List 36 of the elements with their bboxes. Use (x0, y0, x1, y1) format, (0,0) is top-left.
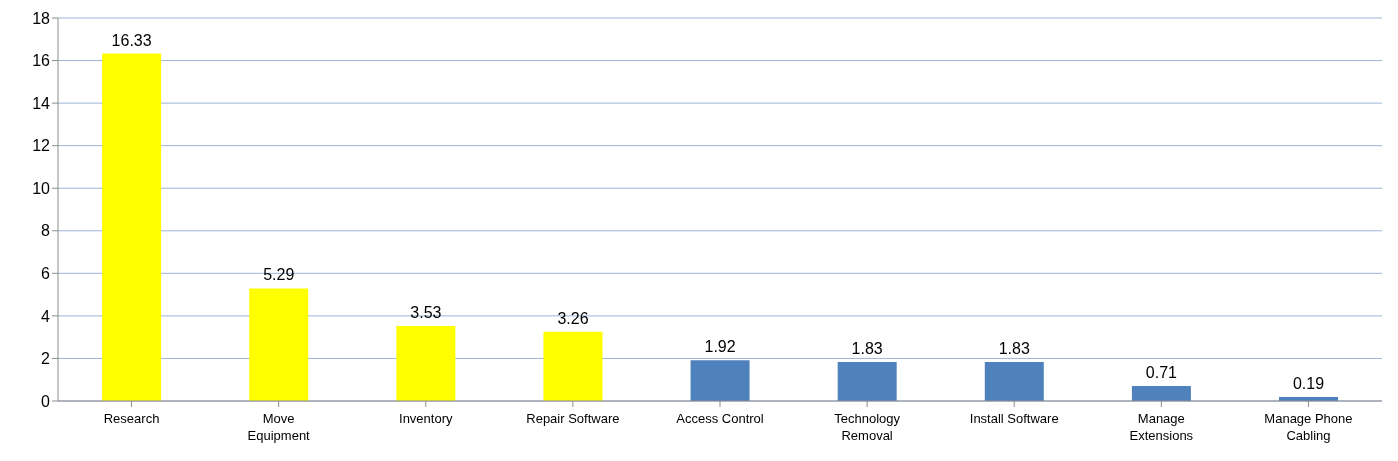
data-label: 1.92 (704, 338, 736, 356)
y-tick-label: 16 (32, 52, 51, 70)
y-tick-label: 14 (32, 94, 51, 112)
x-tick-label: Manage Phone Cabling (1264, 411, 1353, 443)
bar (249, 288, 309, 401)
data-label: 16.33 (111, 31, 152, 49)
bar (1131, 385, 1191, 401)
data-label: 0.19 (1292, 374, 1325, 392)
x-tick-label: Install Software (969, 411, 1059, 426)
y-tick-label: 4 (41, 307, 51, 325)
y-tick-label: 6 (41, 265, 51, 283)
data-label: 3.26 (557, 309, 589, 327)
x-tick-label: Research (103, 411, 160, 426)
y-tick-label: 18 (32, 9, 51, 27)
y-tick-label: 12 (32, 137, 51, 155)
bar (984, 362, 1044, 401)
x-tick-label: Repair Software (526, 411, 620, 426)
bar (396, 325, 456, 401)
data-label: 1.83 (851, 340, 883, 358)
bar (543, 331, 603, 401)
x-tick-label: Access Control (676, 411, 764, 426)
x-tick-label: Inventory (399, 411, 454, 426)
data-label: 3.53 (410, 303, 442, 321)
y-tick-label: 2 (41, 350, 51, 368)
y-tick-label: 10 (32, 179, 51, 197)
data-label: 1.83 (998, 340, 1030, 358)
bar (837, 362, 897, 401)
data-label: 0.71 (1145, 363, 1178, 381)
bar (102, 53, 162, 401)
x-tick-label: Move Equipment (247, 411, 311, 443)
x-tick-label: Technology Removal (834, 411, 901, 443)
x-tick-label: Manage Extensions (1129, 411, 1194, 443)
bar (690, 360, 750, 401)
data-label: 5.29 (263, 266, 295, 284)
y-tick-label: 0 (41, 392, 51, 410)
y-tick-label: 8 (41, 222, 51, 240)
